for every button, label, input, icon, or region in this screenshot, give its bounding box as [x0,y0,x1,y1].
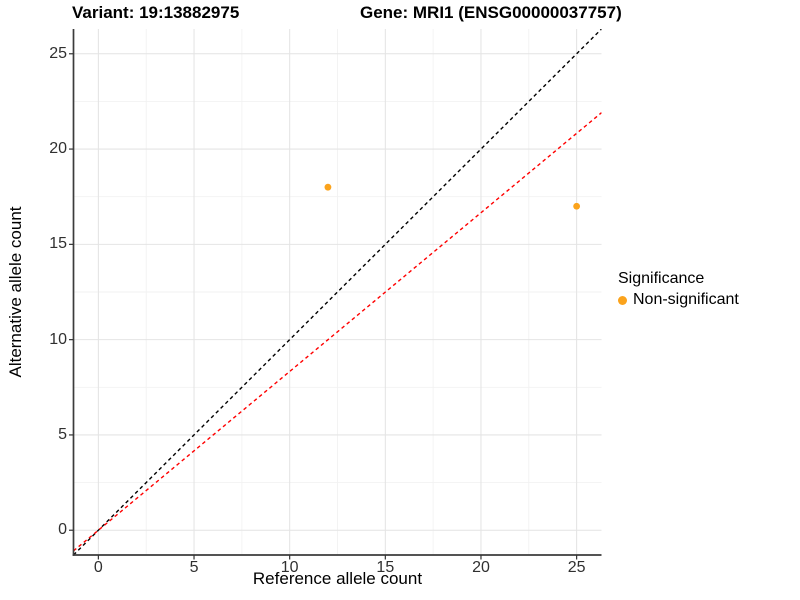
x-tick-label: 15 [376,559,395,576]
legend: Significance Non-significant [618,270,739,309]
data-point [324,183,332,191]
x-tick-label: 25 [567,559,586,576]
x-tick-label: 10 [280,559,299,576]
y-tick-label: 20 [49,140,67,158]
y-tick-label: 0 [58,521,67,539]
y-axis-title: Alternative allele count [6,206,25,378]
x-tick-label: 5 [189,559,199,576]
legend-title: Significance [618,270,705,287]
legend-point-icon [618,295,627,305]
reference-lines [73,29,602,555]
chart-title-gene: Gene: MRI1 (ENSG00000037757) [360,3,622,22]
y-tick-label: 5 [58,425,67,443]
y-tick-label: 25 [49,44,67,62]
x-tick-label: 20 [472,559,490,576]
legend-item-non-significant: Non-significant [618,291,739,309]
data-point [573,202,581,210]
chart-title-variant: Variant: 19:13882975 [72,3,240,22]
x-axis-title: Reference allele count [252,569,423,588]
fit-line [73,112,602,552]
y-tick-label: 10 [49,330,67,348]
x-tick-label: 0 [93,559,103,576]
y-tick-label: 15 [49,235,67,253]
legend-item-label: Non-significant [633,291,739,308]
